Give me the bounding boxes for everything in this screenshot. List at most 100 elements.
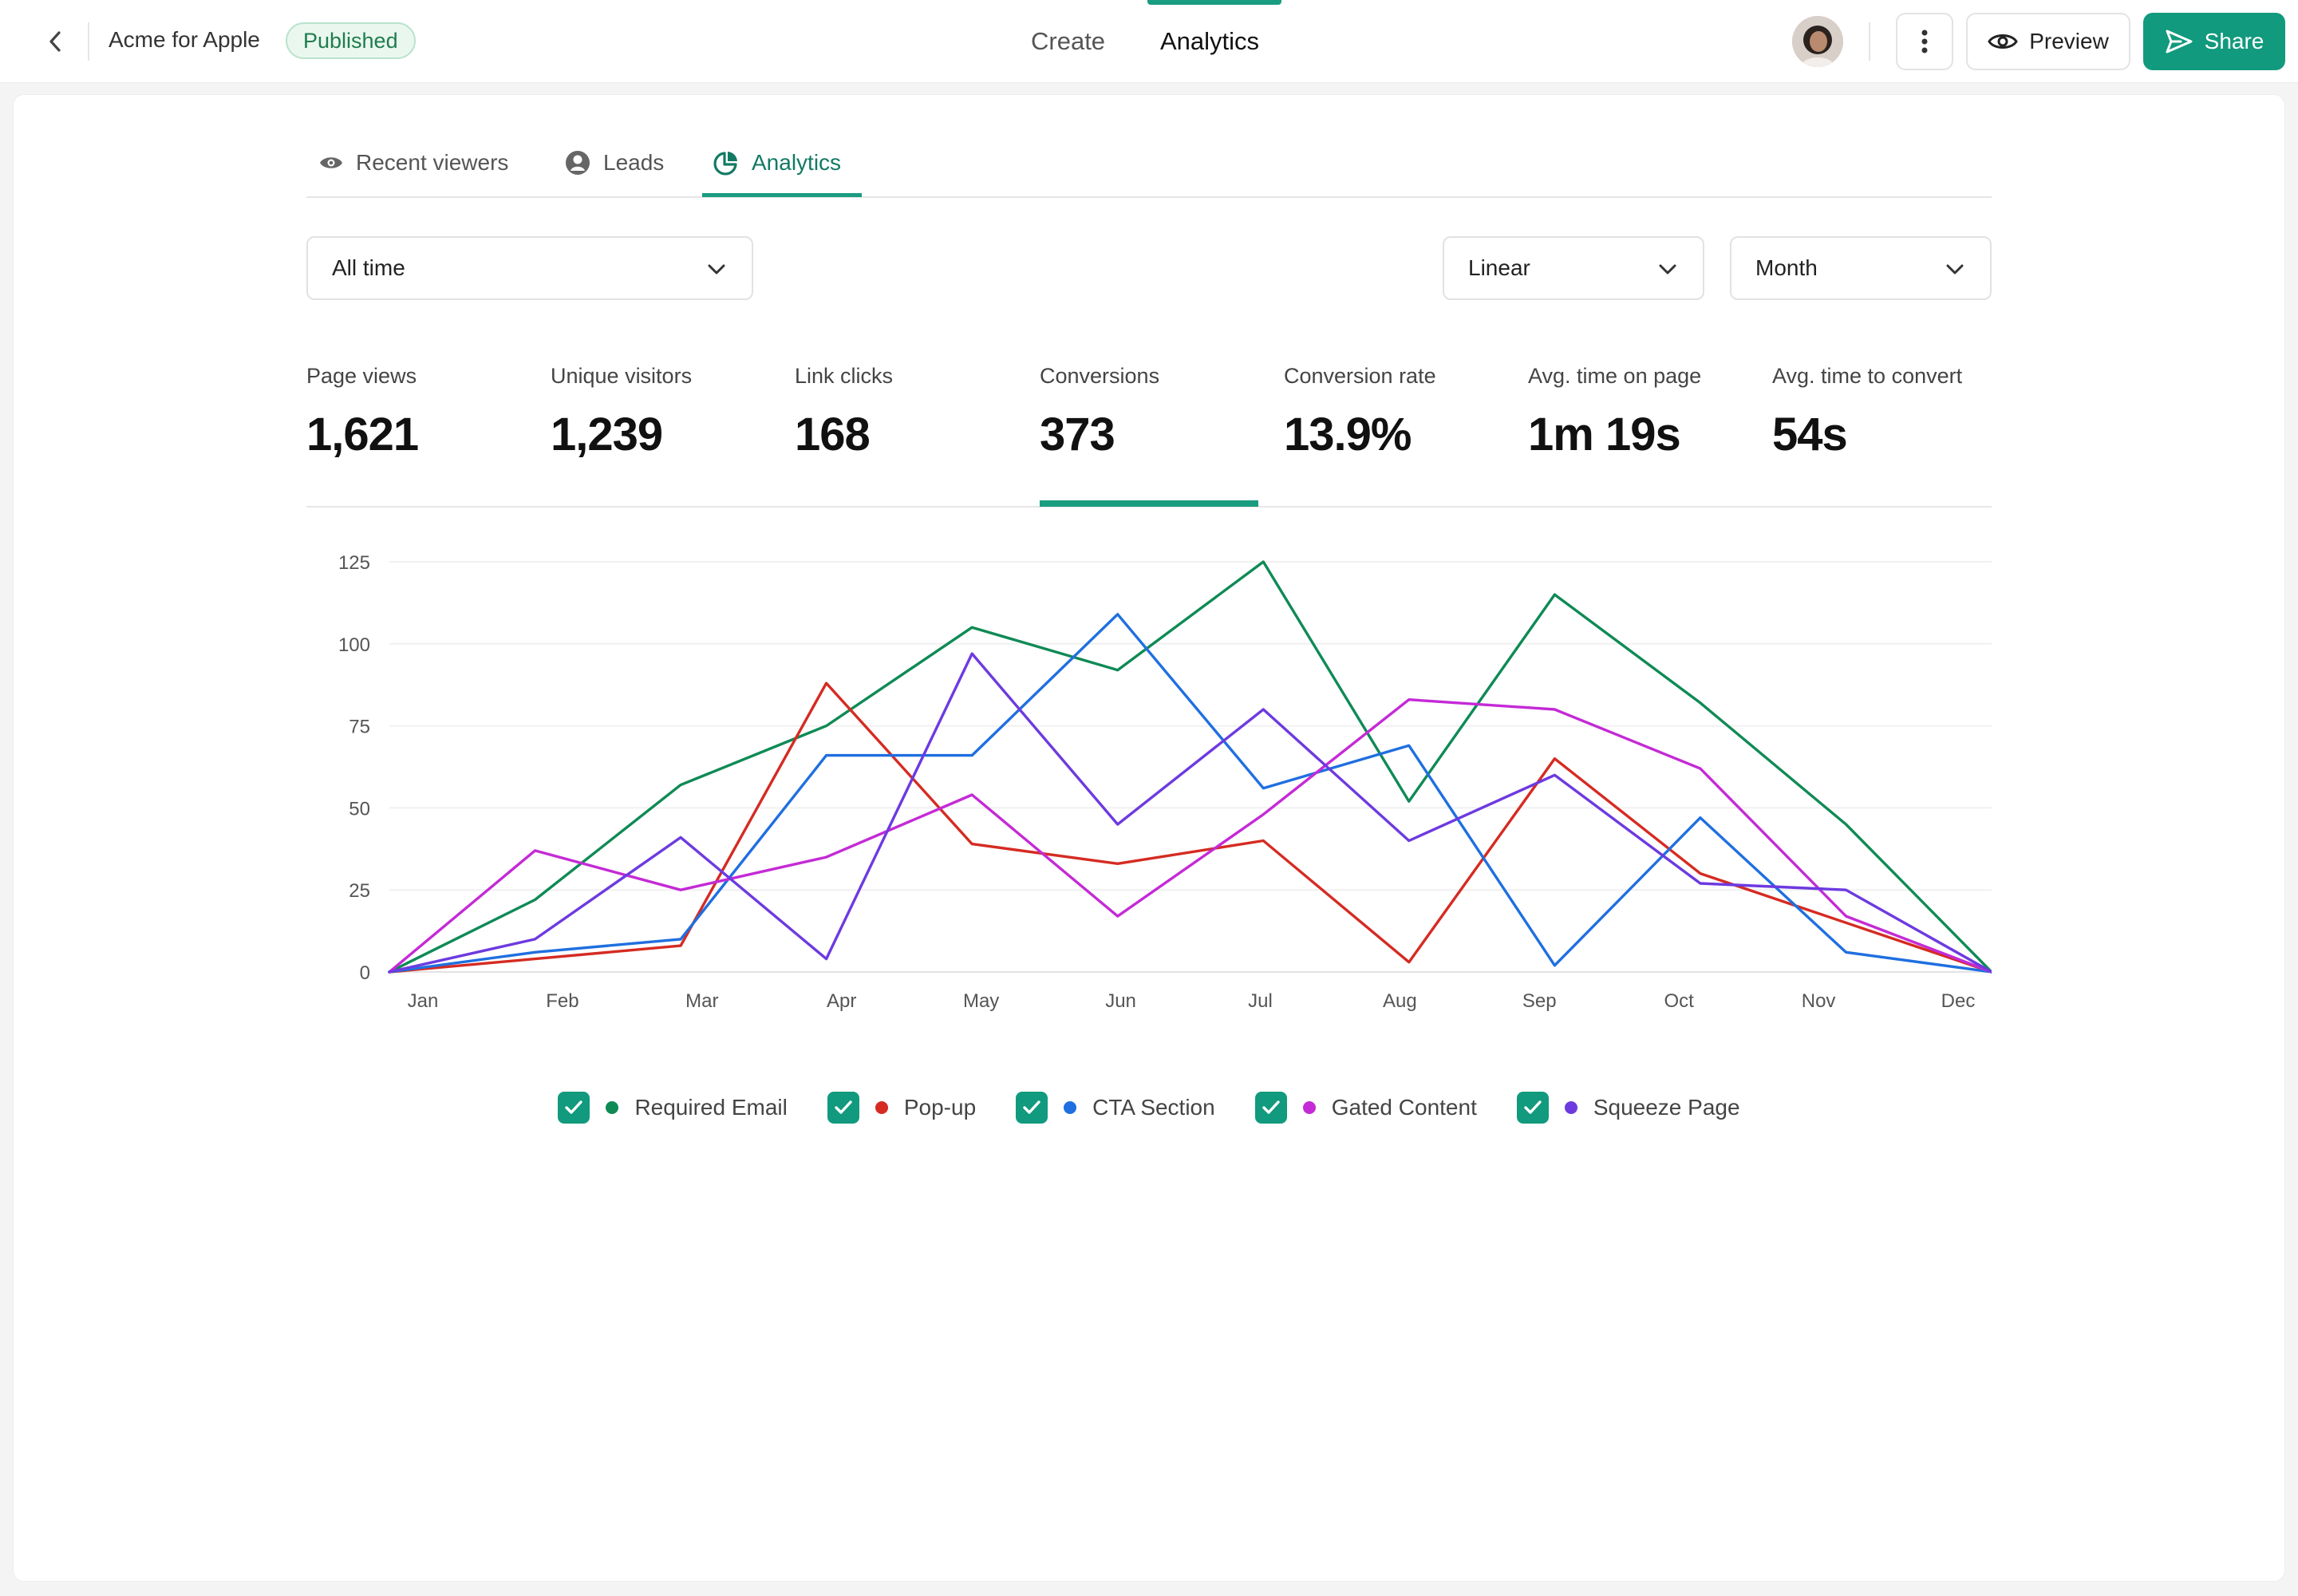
series-line-gated-content (388, 697, 1992, 974)
stat-label: Avg. time to convert (1772, 364, 1963, 388)
scale-select[interactable]: Linear (1443, 236, 1704, 300)
preview-button[interactable]: Preview (1966, 13, 2130, 70)
x-tick-label: Apr (827, 990, 856, 1012)
chevron-down-icon (708, 264, 725, 275)
legend-label: CTA Section (1092, 1095, 1215, 1120)
interval-select[interactable]: Month (1730, 236, 1992, 300)
x-tick-label: Jun (1105, 990, 1136, 1012)
x-tick-label: Mar (685, 990, 718, 1012)
avatar-image (1792, 16, 1843, 67)
subtab-recent-viewers[interactable]: Recent viewers (319, 150, 508, 176)
legend-color-dot (606, 1101, 619, 1114)
chevron-left-icon (49, 31, 61, 52)
tab-create[interactable]: Create (1031, 27, 1106, 55)
stat-page-views[interactable]: Page views 1,621 (306, 364, 419, 461)
x-tick-label: Jul (1248, 990, 1273, 1012)
stats-divider (306, 506, 1992, 508)
y-tick-label: 75 (349, 717, 370, 738)
y-tick-label: 50 (349, 798, 370, 820)
send-icon (2166, 30, 2193, 53)
analytics-subtabs: Recent viewers Leads Analytics (306, 128, 1992, 198)
legend-label: Squeeze Page (1593, 1095, 1740, 1120)
legend-checkbox[interactable] (1016, 1092, 1048, 1124)
chart-legend: Required Email Pop-up CTA Section Gated Con… (0, 1092, 2298, 1124)
back-button[interactable] (35, 21, 77, 62)
series-line-required-email (388, 560, 1992, 974)
tab-analytics[interactable]: Analytics (1160, 27, 1260, 55)
eye-icon (320, 157, 342, 168)
legend-checkbox[interactable] (827, 1092, 859, 1124)
stat-value: 1,621 (306, 409, 419, 460)
date-range-select[interactable]: All time (306, 236, 753, 300)
legend-checkbox[interactable] (1516, 1092, 1549, 1124)
top-tab-indicator (1147, 0, 1281, 5)
check-icon (565, 1100, 583, 1114)
legend-item-squeeze-page[interactable]: Squeeze Page (1516, 1092, 1740, 1124)
subtab-label: Leads (603, 150, 665, 175)
subtab-active-indicator (702, 193, 862, 197)
legend-label: Gated Content (1331, 1095, 1477, 1120)
series-line-cta-section (388, 613, 1992, 974)
more-options-button[interactable] (1896, 13, 1953, 70)
stat-label: Conversion rate (1284, 364, 1436, 388)
stat-label: Avg. time on page (1528, 364, 1702, 388)
stat-value: 1,239 (551, 409, 663, 460)
check-icon (1023, 1100, 1040, 1114)
pie-chart-icon (713, 152, 737, 176)
chevron-down-icon (1659, 264, 1676, 275)
subtab-label: Analytics (752, 150, 842, 175)
x-tick-label: May (963, 990, 999, 1012)
share-button[interactable]: Share (2143, 13, 2285, 70)
date-range-value: All time (332, 255, 405, 280)
divider (1869, 22, 1870, 61)
legend-checkbox[interactable] (558, 1092, 590, 1124)
y-tick-label: 125 (338, 552, 370, 574)
stat-avg-time-on-page[interactable]: Avg. time on page 1m 19s (1528, 364, 1701, 461)
top-bar: Acme for Apple Published Create Analytic… (0, 0, 2298, 83)
interval-value: Month (1755, 255, 1818, 280)
legend-color-dot (1302, 1101, 1316, 1114)
x-tick-label: Dec (1941, 990, 1976, 1012)
stat-avg-time-to-convert[interactable]: Avg. time to convert 54s (1772, 364, 1962, 461)
legend-color-dot (1564, 1101, 1577, 1114)
stat-unique-visitors[interactable]: Unique visitors 1,239 (551, 364, 692, 461)
legend-item-cta-section[interactable]: CTA Section (1016, 1092, 1215, 1124)
legend-label: Required Email (634, 1095, 788, 1120)
legend-label: Pop-up (903, 1095, 977, 1120)
conversions-line-chart: 0 25 50 75 100 125 Jan Feb Mar Apr May Jun Jul Aug Sep… (338, 552, 1992, 1012)
stat-conversions[interactable]: Conversions 373 (1040, 364, 1159, 461)
x-tick-label: Oct (1664, 990, 1695, 1012)
check-icon (1524, 1100, 1542, 1114)
y-tick-label: 25 (349, 880, 370, 902)
user-circle-icon (566, 151, 590, 175)
subtab-analytics[interactable]: Analytics (713, 150, 841, 176)
kebab-menu-icon (1921, 30, 1928, 53)
legend-item-required-email[interactable]: Required Email (558, 1092, 788, 1124)
y-tick-label: 0 (360, 962, 370, 984)
stat-label: Page views (306, 364, 417, 388)
eye-icon (1988, 34, 2018, 49)
series-line-pop-up (388, 681, 1992, 974)
legend-item-pop-up[interactable]: Pop-up (827, 1092, 976, 1124)
x-tick-label: Feb (546, 990, 578, 1012)
legend-item-gated-content[interactable]: Gated Content (1254, 1092, 1477, 1124)
series-line-squeeze-page (388, 652, 1992, 974)
stat-value: 168 (795, 409, 871, 460)
stat-active-indicator (1040, 500, 1258, 507)
legend-color-dot (875, 1101, 888, 1114)
stat-value: 1m 19s (1528, 409, 1681, 460)
stat-link-clicks[interactable]: Link clicks 168 (795, 364, 893, 461)
subtab-leads[interactable]: Leads (565, 150, 664, 176)
document-title: Acme for Apple (109, 27, 260, 52)
stat-value: 13.9% (1284, 409, 1412, 460)
main-card (13, 94, 2285, 1582)
legend-checkbox[interactable] (1254, 1092, 1287, 1124)
stat-conversion-rate[interactable]: Conversion rate 13.9% (1284, 364, 1436, 461)
avatar[interactable] (1792, 16, 1843, 67)
subtab-label: Recent viewers (356, 150, 509, 175)
share-label: Share (2204, 29, 2264, 53)
check-icon (1262, 1100, 1280, 1114)
x-tick-label: Sep (1522, 990, 1557, 1012)
scale-value: Linear (1468, 255, 1530, 280)
y-tick-label: 100 (338, 634, 370, 656)
